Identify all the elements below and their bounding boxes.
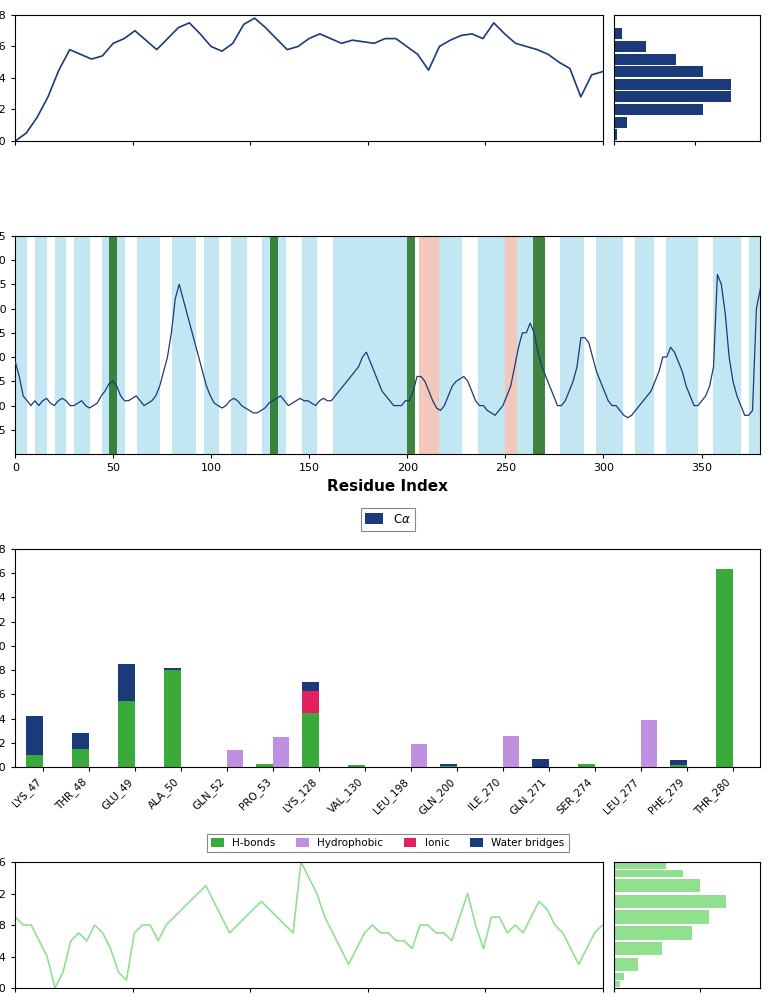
Bar: [303, 683, 319, 691]
Bar: [263, 236, 286, 454]
Bar: [257, 763, 273, 767]
Bar: [641, 720, 657, 767]
Bar: [561, 236, 584, 454]
Bar: [440, 766, 457, 767]
Bar: [666, 236, 697, 454]
Bar: [670, 760, 687, 764]
Bar: [670, 764, 687, 767]
Bar: [614, 66, 703, 77]
Bar: [614, 862, 666, 869]
Bar: [440, 763, 457, 766]
Bar: [333, 236, 408, 454]
Bar: [614, 41, 646, 52]
Bar: [635, 236, 654, 454]
Bar: [596, 236, 623, 454]
Bar: [614, 854, 657, 861]
Bar: [713, 236, 740, 454]
Bar: [101, 236, 125, 454]
Bar: [614, 54, 676, 65]
Bar: [614, 894, 727, 908]
Bar: [717, 570, 733, 767]
Bar: [303, 713, 319, 767]
Bar: [26, 717, 43, 755]
Bar: [164, 671, 181, 767]
Bar: [227, 750, 243, 767]
Bar: [110, 236, 118, 454]
Bar: [411, 745, 427, 767]
Bar: [614, 870, 683, 877]
Bar: [614, 104, 703, 115]
Legend: C$\alpha$: C$\alpha$: [361, 508, 415, 531]
Bar: [614, 942, 662, 955]
Bar: [614, 117, 627, 128]
Bar: [614, 847, 648, 853]
Bar: [74, 236, 90, 454]
Bar: [302, 236, 317, 454]
Bar: [55, 236, 66, 454]
Bar: [439, 236, 462, 454]
Bar: [419, 236, 439, 454]
Bar: [303, 691, 319, 713]
Bar: [578, 763, 594, 767]
Bar: [614, 958, 638, 971]
Bar: [532, 758, 549, 767]
Bar: [270, 236, 278, 454]
Bar: [118, 664, 135, 701]
Bar: [614, 879, 700, 892]
Bar: [72, 749, 89, 767]
Bar: [533, 236, 545, 454]
Bar: [614, 92, 731, 103]
Bar: [614, 926, 692, 939]
Bar: [614, 831, 624, 837]
Bar: [614, 79, 731, 90]
Bar: [749, 236, 760, 454]
Bar: [614, 28, 621, 39]
X-axis label: Residue Index: Residue Index: [327, 479, 449, 494]
Bar: [204, 236, 219, 454]
Bar: [273, 737, 290, 767]
Bar: [614, 910, 709, 924]
Bar: [118, 701, 135, 767]
Bar: [614, 129, 617, 141]
Bar: [26, 755, 43, 767]
Bar: [15, 236, 27, 454]
Bar: [137, 236, 161, 454]
Bar: [164, 668, 181, 671]
Bar: [72, 734, 89, 749]
Bar: [503, 736, 519, 767]
Legend: H-bonds, Hydrophobic, Ionic, Water bridges: H-bonds, Hydrophobic, Ionic, Water bridg…: [207, 833, 568, 852]
Bar: [408, 236, 415, 454]
Bar: [349, 764, 365, 767]
Bar: [614, 16, 615, 27]
Bar: [614, 839, 631, 845]
Bar: [614, 981, 621, 987]
Bar: [517, 236, 533, 454]
Bar: [35, 236, 47, 454]
Bar: [231, 236, 247, 454]
Bar: [172, 236, 196, 454]
Bar: [614, 973, 624, 980]
Bar: [478, 236, 505, 454]
Bar: [505, 236, 517, 454]
